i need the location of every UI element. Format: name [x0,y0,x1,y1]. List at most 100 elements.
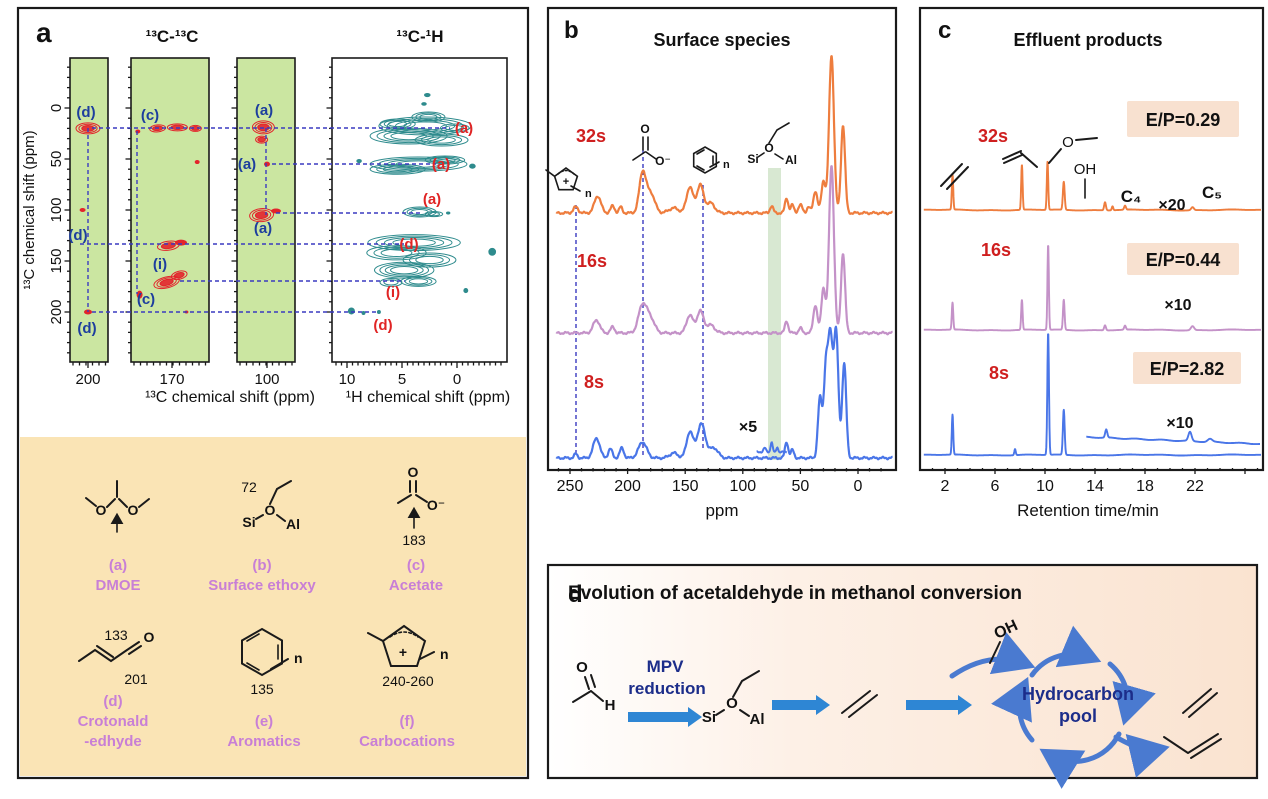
o-atom: O [726,695,738,712]
svg-text:18: 18 [1136,478,1154,495]
magnifier-x10-mid: ×10 [1164,297,1191,314]
peak-label: (d) [373,317,392,334]
inset-acetate: O O⁻ [632,122,671,168]
structure-crotonaldehyde: 133 O 201 (d) Crotonald -edhyde [78,627,155,750]
inset-surface-ethoxy: Si O Al [747,122,797,167]
propylene-product-icon [1163,733,1222,759]
inset-carbocation: + n [545,167,592,200]
ep-badge-bg [1127,243,1239,275]
o-atom: O [265,502,276,518]
svg-text:0: 0 [453,371,461,388]
svg-text:100: 100 [729,478,756,495]
peak-label: (a) [455,120,473,137]
n-subscript: n [294,650,303,666]
ch-cross-peaks [347,93,497,316]
reaction-arrow-3 [906,695,972,715]
structure-acetate: O O⁻ 183 (c) Acetate [389,464,445,594]
si-atom: Si [747,152,758,166]
time-label-8s: 8s [989,363,1009,383]
reaction-arrow-2 [772,695,830,715]
o-atom: O [1062,134,1074,151]
x-axis-label-cc: ¹³C chemical shift (ppm) [145,389,315,406]
panel-b-time-labels: 32s 16s 8s [576,126,607,392]
svg-text:200: 200 [48,299,65,324]
methanol-entry-arrow [949,632,1036,679]
reduction-label: reduction [628,679,705,698]
shift-value: 240-260 [382,673,434,689]
correlation-guides [80,127,450,313]
pool-label-2: pool [1059,706,1097,726]
time-label-16s: 16s [981,240,1011,260]
structure-name: Carbocations [359,733,455,750]
h-atom: H [605,697,616,714]
panel-b-title: Surface species [653,30,790,50]
structure-name-2: -edhyde [84,733,142,750]
svg-text:2: 2 [941,478,950,495]
peak-label: (d) [76,104,95,121]
structure-name: DMOE [96,577,141,594]
oxygen-atom: O [96,502,107,518]
panel-c-x-label: Retention time/min [1017,501,1159,520]
panel-b: b Surface species 32s 16s 8s ×5 + n O [545,6,898,520]
ppm-dashed-guides [575,150,704,455]
panel-b-axis-ticks: 250 200 150 100 50 0 [557,468,882,495]
panel-c: c Effluent products E/P=0.29 E/P=0.44 E/… [918,6,1265,520]
time-label-8s: 8s [584,372,604,392]
pool-label-1: Hydrocarbon [1022,684,1134,704]
y-axis-label: ¹³C chemical shift (ppm) [21,130,38,289]
surface-ethoxy-structure-d: Si O Al [702,670,765,728]
shift-value: 201 [124,671,148,687]
shift-value: 72 [241,479,257,495]
shift-value: 135 [250,681,274,697]
structure-legend-background [20,437,526,776]
ethylene-icon-mid [841,690,878,718]
panel-d: d Evolution of acetaldehyde in methanol … [546,563,1259,789]
magnifier-x10-bottom: ×10 [1166,415,1193,432]
structure-aromatics: n 135 (e) Aromatics [227,627,303,750]
o-atom: O [144,629,155,645]
svg-text:50: 50 [48,151,65,168]
title-ch-nmr: ¹³C-¹H [396,27,443,46]
si-atom: Si [702,709,716,726]
reaction-arrow-1 [628,707,702,727]
peak-label: (i) [153,256,167,273]
panel-c-title: Effluent products [1014,30,1163,50]
acetaldehyde-structure: O H [572,659,616,714]
svg-text:10: 10 [339,371,356,388]
ep-badge-bg [1133,352,1241,384]
peak-label: (i) [386,284,400,301]
o-atom: O [576,659,588,676]
structure-surface-ethoxy: 72 Si O Al (b) Surface ethoxy [208,479,316,594]
svg-text:150: 150 [48,248,65,273]
o-atom: O [640,122,649,136]
svg-text:0: 0 [854,478,863,495]
panel-d-title: Evolution of acetaldehyde in methanol co… [568,583,1022,604]
svg-text:50: 50 [792,478,810,495]
n-subscript: n [585,188,592,200]
nmr-strip-170ppm [130,57,210,363]
structure-tag: (b) [252,557,271,574]
peak-label: (a) [254,220,272,237]
title-cc-nmr: ¹³C-¹³C [146,27,199,46]
structure-tag: (f) [400,713,415,730]
al-atom: Al [286,516,300,532]
structure-dmoe: O O (a) DMOE [85,480,150,594]
ethoxy-highlight-band [768,168,781,460]
structure-name: Aromatics [227,733,300,750]
peak-label: (d) [68,227,87,244]
peak-label: (d) [399,236,418,253]
svg-text:170: 170 [159,371,184,388]
panel-c-letter: c [938,17,951,44]
svg-text:6: 6 [991,478,1000,495]
svg-text:150: 150 [672,478,699,495]
methanol-annotation: OH [1074,161,1096,199]
time-label-32s: 32s [576,126,606,146]
svg-text:0: 0 [48,104,65,112]
panel-c-border [918,6,1265,472]
c4-label: C₄ [1121,187,1141,206]
time-label-32s: 32s [978,126,1008,146]
structure-tag: (e) [255,713,273,730]
x-axis-label-ch: ¹H chemical shift (ppm) [346,389,510,406]
